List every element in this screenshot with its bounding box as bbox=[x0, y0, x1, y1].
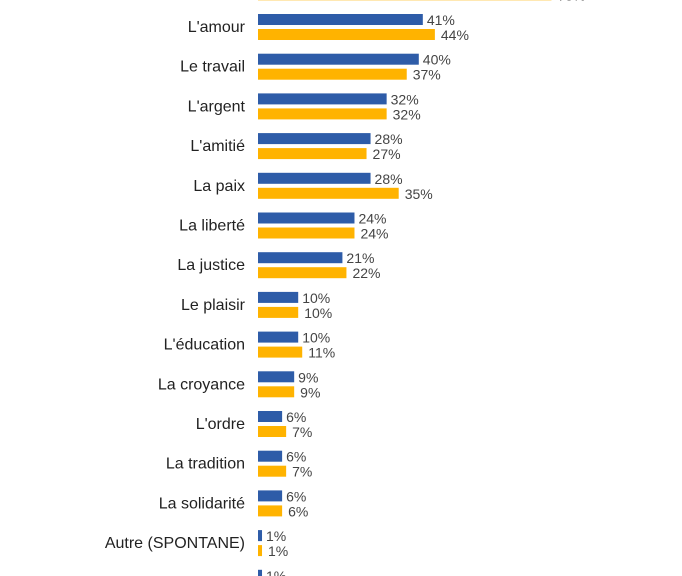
bar-series1 bbox=[258, 252, 343, 264]
bar-series1 bbox=[258, 14, 423, 25]
category-label: L'éducation bbox=[164, 337, 245, 354]
bar-series1 bbox=[258, 133, 371, 145]
data-label: 6% bbox=[286, 409, 306, 425]
category-label: La liberté bbox=[179, 218, 245, 235]
data-label: 9% bbox=[298, 369, 318, 385]
category-label: Le travail bbox=[180, 59, 245, 76]
data-label: 40% bbox=[423, 52, 451, 68]
category-label: Autre (SPONTANE) bbox=[105, 535, 245, 552]
bar-series2 bbox=[258, 505, 283, 517]
bar-series1 bbox=[258, 93, 387, 105]
data-label: 7% bbox=[292, 424, 312, 440]
data-label: 41% bbox=[427, 12, 455, 28]
data-label: 10% bbox=[304, 305, 332, 321]
bar-series2 bbox=[258, 148, 367, 160]
category-label: Ne sait pas bbox=[165, 575, 245, 576]
bar-series2 bbox=[258, 465, 287, 477]
bar-series2 bbox=[258, 227, 355, 239]
data-label: 10% bbox=[302, 330, 330, 346]
category-label: La croyance bbox=[158, 376, 245, 393]
data-label: 1% bbox=[266, 568, 286, 576]
bar-series1 bbox=[258, 371, 295, 383]
bar-series1 bbox=[258, 450, 283, 462]
bar-series2 bbox=[258, 386, 295, 398]
data-label: 28% bbox=[375, 171, 403, 187]
bar-series2 bbox=[258, 29, 435, 40]
data-label: 73% bbox=[557, 0, 585, 3]
bar-series2 bbox=[258, 68, 407, 80]
category-label: L'amitié bbox=[190, 138, 245, 155]
bar-series1 bbox=[258, 411, 283, 422]
data-label: 10% bbox=[302, 290, 330, 306]
bar-series1 bbox=[258, 569, 263, 576]
data-label: 1% bbox=[266, 528, 286, 544]
data-label: 44% bbox=[441, 27, 469, 43]
data-label: 1% bbox=[268, 543, 288, 559]
category-label: La solidarité bbox=[159, 495, 245, 512]
data-label: 32% bbox=[391, 91, 419, 107]
bar-series2 bbox=[258, 306, 299, 318]
bar-series1 bbox=[258, 212, 355, 224]
data-label: 21% bbox=[346, 250, 374, 266]
bar-series2 bbox=[258, 545, 263, 557]
data-label: 11% bbox=[308, 345, 335, 361]
data-label: 24% bbox=[358, 211, 386, 227]
category-label: La paix bbox=[193, 178, 245, 195]
bar-series1 bbox=[258, 172, 371, 184]
bar-series2 bbox=[258, 108, 387, 120]
bar-series1 bbox=[258, 490, 283, 502]
bar-series1 bbox=[258, 331, 299, 343]
data-label: 7% bbox=[292, 464, 312, 480]
data-label: 37% bbox=[413, 67, 441, 83]
category-label: La justice bbox=[177, 257, 245, 274]
bar-series2 bbox=[258, 346, 303, 358]
data-label: 6% bbox=[286, 449, 306, 465]
category-label: La tradition bbox=[166, 456, 245, 473]
data-label: 28% bbox=[375, 131, 403, 147]
data-label: 9% bbox=[300, 384, 320, 400]
data-label: 6% bbox=[288, 503, 308, 519]
bar-series1 bbox=[258, 530, 263, 542]
bar-series2 bbox=[258, 267, 347, 279]
data-label: 6% bbox=[286, 488, 306, 504]
category-label: L'ordre bbox=[196, 416, 245, 433]
data-label: 32% bbox=[393, 106, 421, 122]
bar-series2 bbox=[258, 187, 399, 199]
data-label: 24% bbox=[360, 226, 388, 242]
data-label: 22% bbox=[352, 265, 380, 281]
category-label: L'amour bbox=[188, 19, 246, 36]
bar-series1 bbox=[258, 53, 419, 65]
category-label: Le plaisir bbox=[181, 297, 246, 314]
data-label: 35% bbox=[405, 186, 433, 202]
data-label: 27% bbox=[373, 146, 401, 162]
category-label: L'argent bbox=[188, 98, 246, 115]
bar-series2 bbox=[258, 426, 287, 437]
bar-series1 bbox=[258, 291, 299, 303]
